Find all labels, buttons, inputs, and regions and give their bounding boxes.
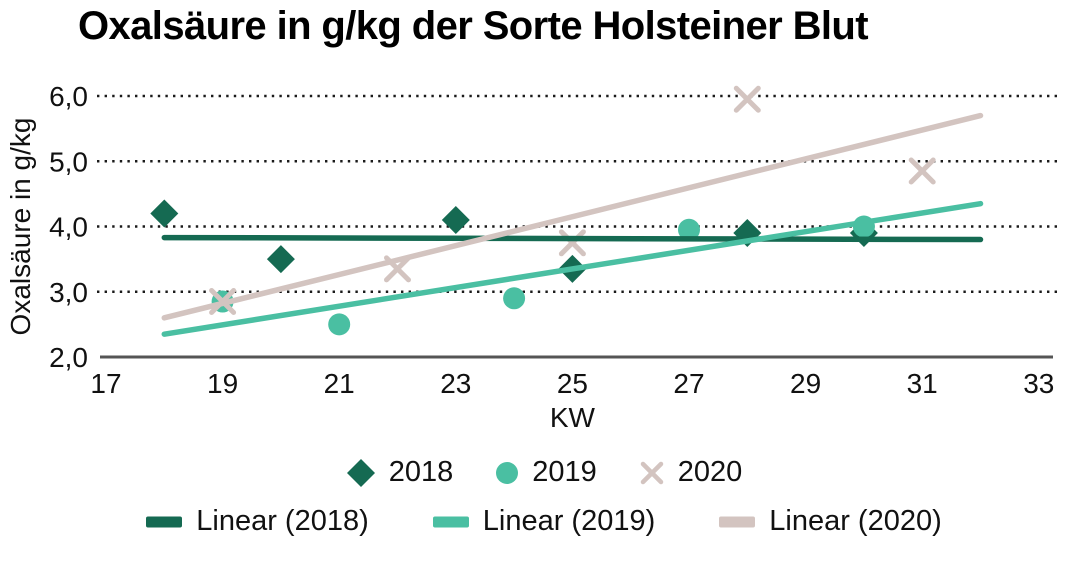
legend-label-linear-2020: Linear (2020): [769, 505, 942, 537]
data-point-2019: [328, 313, 351, 336]
trendline-2018: [161, 234, 984, 243]
line-swatch-icon: [146, 516, 183, 527]
x-icon: [640, 461, 663, 484]
line-swatch-icon: [719, 516, 756, 527]
data-point-2020: [558, 229, 586, 257]
trendline-2020: [161, 112, 984, 321]
legend-item-linear-2019: Linear (2019): [432, 505, 656, 538]
legend-item-2019: 2019: [495, 456, 597, 489]
legend-item-linear-2018: Linear (2018): [146, 505, 369, 538]
data-point-2018: [150, 199, 179, 228]
y-tick-label: 6,0: [49, 81, 88, 112]
y-tick-label: 3,0: [49, 277, 88, 308]
y-tick-label: 5,0: [49, 146, 88, 177]
x-tick-label: 19: [207, 368, 238, 399]
x-tick-label: 31: [907, 368, 938, 399]
x-tick-label: 29: [790, 368, 821, 399]
x-tick-label: 25: [557, 368, 588, 399]
diamond-icon: [346, 458, 375, 487]
y-axis-title: Oxalsäure in g/kg: [5, 118, 36, 336]
legend-item-2020: 2020: [639, 456, 743, 489]
legend-label-linear-2018: Linear (2018): [196, 505, 369, 537]
legend-label-linear-2019: Linear (2019): [482, 505, 656, 537]
legend-item-2018: 2018: [346, 456, 454, 489]
data-point-2020: [733, 85, 761, 113]
x-tick-label: 33: [1023, 368, 1054, 399]
x-tick-label: 23: [440, 368, 471, 399]
y-tick-label: 4,0: [49, 212, 88, 243]
data-point-2020: [908, 157, 936, 185]
legend-series-row: 2018 2019 2020: [0, 456, 1088, 489]
legend-item-linear-2020: Linear (2020): [719, 505, 942, 538]
chart-title: Oxalsäure in g/kg der Sorte Holsteiner B…: [78, 4, 869, 48]
circle-icon: [496, 461, 519, 484]
plot-area: 2,0 3,0 4,0 5,0 6,0 17 19 21 23 25 27 29 31 33 KW Oxals…: [5, 81, 1060, 433]
data-point-2019: [503, 287, 526, 310]
data-point-2020: [384, 255, 411, 283]
legend-label-2018: 2018: [388, 456, 454, 488]
data-point-2019: [678, 218, 700, 241]
legend-trendlines-row: Linear (2018) Linear (2019) Linear (2020…: [0, 505, 1088, 538]
y-tick-label: 2,0: [49, 342, 88, 373]
data-point-2018: [266, 245, 295, 274]
x-tick-label: 17: [90, 368, 121, 399]
legend-label-2020: 2020: [677, 456, 743, 488]
line-swatch-icon: [432, 516, 469, 527]
trendline-2019: [161, 200, 984, 337]
data-point-2018: [441, 205, 470, 234]
x-axis-title: KW: [550, 402, 596, 433]
x-tick-label: 27: [673, 368, 704, 399]
x-tick-label: 21: [324, 368, 355, 399]
legend-label-2019: 2019: [532, 456, 597, 488]
